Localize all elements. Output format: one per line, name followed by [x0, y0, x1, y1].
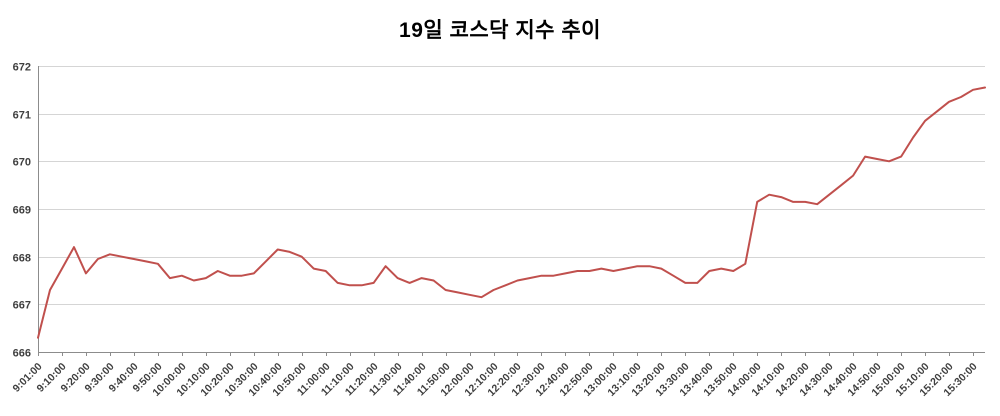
y-tick-label: 672 [13, 62, 31, 74]
y-tick-label: 669 [13, 205, 31, 217]
series-line [37, 86, 986, 339]
x-axis-labels: 9:01:009:10:009:20:009:30:009:40:009:50:… [11, 361, 980, 399]
y-gridlines [38, 66, 985, 305]
y-tick-label: 667 [13, 300, 31, 312]
x-axis-ticks [38, 352, 974, 356]
y-tick-label: 668 [13, 253, 31, 265]
y-tick-label: 671 [13, 110, 31, 122]
y-tick-label: 670 [13, 157, 31, 169]
y-axis-labels: 666 667 668 669 670 671 672 [13, 62, 31, 360]
chart-title: 19일 코스닥 지수 추이 [399, 19, 601, 42]
y-tick-label: 666 [13, 348, 31, 360]
